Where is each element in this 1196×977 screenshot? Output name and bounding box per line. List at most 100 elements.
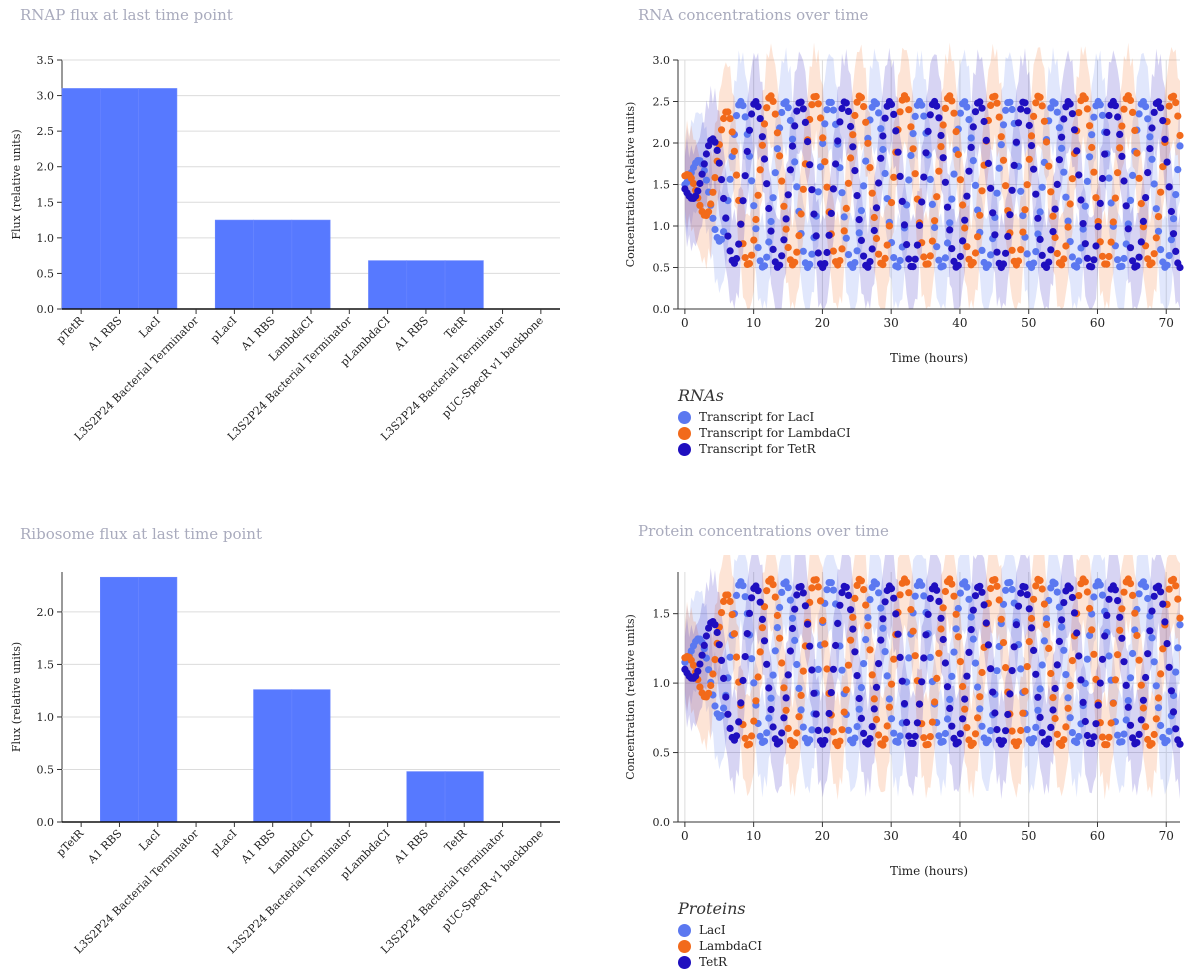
bar bbox=[444, 260, 484, 310]
data-point bbox=[730, 630, 738, 638]
data-point bbox=[941, 178, 949, 186]
data-point bbox=[1032, 99, 1040, 107]
data-point bbox=[750, 236, 758, 244]
data-point bbox=[821, 120, 829, 128]
data-point bbox=[1122, 716, 1130, 724]
rna-legend: RNAs Transcript for LacI Transcript for … bbox=[678, 386, 851, 457]
data-point bbox=[702, 632, 710, 640]
y-tick-label: 2.5 bbox=[653, 96, 671, 109]
y-tick-label: 1.5 bbox=[37, 196, 55, 209]
data-point bbox=[943, 715, 952, 723]
data-point bbox=[976, 582, 984, 590]
data-point bbox=[1131, 626, 1139, 634]
data-point bbox=[1094, 701, 1102, 709]
data-point bbox=[954, 738, 962, 746]
data-point bbox=[808, 250, 816, 258]
data-point bbox=[1176, 614, 1184, 622]
data-point bbox=[943, 239, 952, 247]
data-point bbox=[773, 129, 781, 137]
data-point bbox=[1142, 194, 1150, 202]
legend-item-tetR[interactable]: TetR bbox=[678, 954, 762, 970]
data-point bbox=[1051, 99, 1059, 107]
data-point bbox=[928, 718, 936, 726]
data-point bbox=[879, 145, 887, 154]
data-point bbox=[782, 706, 790, 714]
data-point bbox=[784, 243, 792, 252]
data-point bbox=[823, 248, 831, 257]
data-point bbox=[788, 135, 797, 143]
data-point bbox=[754, 103, 762, 111]
data-point bbox=[780, 202, 788, 210]
x-tick-label: 40 bbox=[952, 829, 967, 843]
legend-item-lacI[interactable]: LacI bbox=[678, 922, 762, 938]
data-point bbox=[872, 100, 881, 108]
data-point bbox=[924, 260, 932, 268]
data-point bbox=[788, 624, 797, 633]
legend-item-tetR[interactable]: Transcript for TetR bbox=[678, 441, 851, 457]
data-point bbox=[1096, 101, 1104, 109]
data-point bbox=[1174, 644, 1182, 652]
data-point bbox=[931, 698, 939, 706]
data-point bbox=[991, 576, 999, 584]
legend-item-lambdaCI[interactable]: Transcript for LambdaCI bbox=[678, 425, 851, 441]
legend-item-lacI[interactable]: Transcript for LacI bbox=[678, 409, 851, 425]
data-point bbox=[1157, 721, 1165, 730]
data-point bbox=[866, 258, 874, 266]
data-point bbox=[812, 576, 820, 584]
data-point bbox=[1030, 112, 1038, 120]
data-point bbox=[726, 247, 734, 255]
data-point bbox=[1019, 709, 1027, 717]
data-point bbox=[946, 695, 954, 703]
data-point bbox=[739, 582, 747, 590]
data-point bbox=[926, 733, 934, 741]
data-point bbox=[849, 143, 857, 151]
y-tick-label: 2.0 bbox=[37, 606, 55, 619]
data-point bbox=[1040, 600, 1048, 608]
data-point bbox=[952, 128, 960, 136]
data-point bbox=[1172, 191, 1180, 199]
data-point bbox=[1045, 258, 1053, 266]
data-point bbox=[866, 735, 874, 743]
data-point bbox=[1148, 740, 1156, 748]
data-point bbox=[836, 737, 844, 745]
data-point bbox=[907, 151, 915, 160]
data-point bbox=[834, 137, 842, 145]
legend-item-lambdaCI[interactable]: LambdaCI bbox=[678, 938, 762, 954]
x-tick-label: 10 bbox=[746, 829, 761, 843]
data-point bbox=[1090, 168, 1098, 176]
x-tick-label: 30 bbox=[884, 316, 899, 330]
y-axis-label: Flux (relative units) bbox=[10, 642, 23, 752]
data-point bbox=[829, 586, 837, 594]
data-point bbox=[879, 132, 887, 140]
data-point bbox=[1051, 714, 1059, 723]
data-point bbox=[941, 104, 949, 112]
data-point bbox=[959, 237, 967, 245]
data-point bbox=[926, 653, 934, 661]
data-point bbox=[1144, 594, 1152, 603]
data-point bbox=[909, 130, 917, 138]
data-point bbox=[862, 601, 870, 609]
x-tick-label: 20 bbox=[815, 829, 830, 843]
data-point bbox=[950, 109, 958, 117]
data-point bbox=[756, 166, 764, 174]
data-point bbox=[1131, 609, 1139, 617]
data-point bbox=[816, 163, 825, 171]
data-point bbox=[791, 122, 799, 130]
data-point bbox=[715, 159, 723, 167]
data-point bbox=[799, 589, 807, 597]
data-point bbox=[696, 179, 704, 188]
y-tick-label: 0.5 bbox=[653, 747, 671, 760]
data-point bbox=[1176, 621, 1184, 629]
data-point bbox=[760, 262, 769, 270]
data-point bbox=[689, 661, 698, 669]
data-point bbox=[881, 648, 889, 656]
data-point bbox=[1083, 177, 1091, 185]
y-tick-label: 0.0 bbox=[37, 816, 55, 829]
data-point bbox=[971, 249, 980, 257]
data-point bbox=[911, 732, 919, 740]
data-point bbox=[1098, 733, 1107, 741]
data-point bbox=[905, 255, 913, 263]
data-point bbox=[832, 160, 840, 168]
data-point bbox=[844, 591, 853, 599]
data-point bbox=[898, 677, 906, 685]
